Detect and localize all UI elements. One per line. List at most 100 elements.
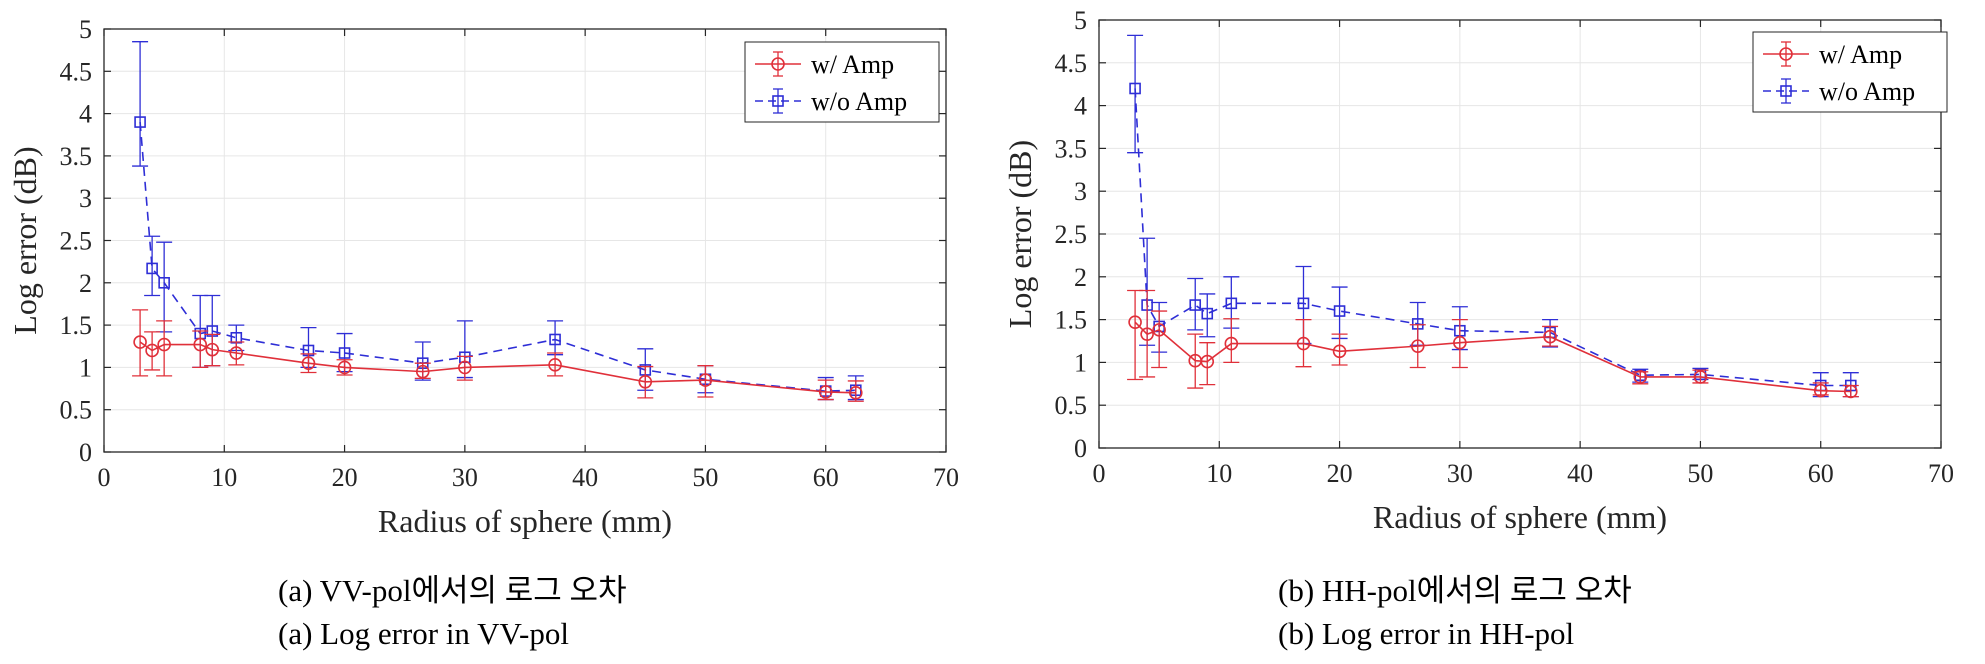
y-tick-label: 2 bbox=[1074, 263, 1087, 292]
data-point bbox=[158, 276, 170, 289]
legend-box bbox=[744, 41, 940, 123]
y-tick-label: 0.5 bbox=[60, 396, 93, 425]
x-axis-title: Radius of sphere (mm) bbox=[1373, 499, 1667, 535]
x-tick-label: 0 bbox=[1093, 459, 1106, 488]
series-line bbox=[139, 121, 856, 392]
legend: w/ Amp w/o Amp bbox=[1752, 31, 1948, 113]
legend: w/ Amp w/o Amp bbox=[744, 41, 940, 123]
data-point bbox=[1140, 327, 1154, 341]
x-axis-title: Radius of sphere (mm) bbox=[378, 503, 672, 539]
data-point bbox=[1297, 297, 1310, 310]
x-tick-label: 50 bbox=[692, 463, 718, 492]
y-tick-label: 0.5 bbox=[1055, 391, 1088, 420]
caption-english-vv: (a) Log error in VV-pol bbox=[278, 616, 569, 651]
x-tick-label: 40 bbox=[572, 463, 598, 492]
x-tick-label: 20 bbox=[332, 463, 358, 492]
data-point bbox=[1128, 315, 1142, 329]
data-point bbox=[1332, 344, 1347, 359]
x-tick-label: 30 bbox=[1447, 459, 1473, 488]
y-tick-label: 0 bbox=[79, 438, 92, 467]
y-tick-label: 3.5 bbox=[60, 142, 93, 171]
legend-marker bbox=[1780, 85, 1792, 97]
data-point bbox=[548, 358, 562, 372]
x-tick-label: 50 bbox=[1687, 459, 1713, 488]
data-point bbox=[133, 335, 147, 349]
caption-korean-hh: (b) HH-pol에서의 로그 오차 bbox=[1278, 573, 1632, 608]
legend-marker bbox=[1779, 47, 1793, 61]
data-point bbox=[1333, 305, 1346, 317]
data-point bbox=[818, 385, 833, 399]
data-point bbox=[638, 374, 653, 389]
data-point bbox=[1200, 354, 1215, 369]
y-tick-label: 3 bbox=[1074, 177, 1087, 206]
data-point bbox=[193, 337, 208, 352]
data-point bbox=[134, 116, 146, 128]
data-point bbox=[1633, 370, 1648, 384]
caption-korean-vv: (a) VV-pol에서의 로그 오차 bbox=[278, 573, 627, 608]
y-axis-title: Log error (dB) bbox=[1002, 140, 1038, 328]
series-w-amp bbox=[1127, 289, 1859, 399]
data-point bbox=[301, 356, 316, 370]
x-tick-label: 70 bbox=[933, 463, 959, 492]
y-tick-label: 3 bbox=[79, 184, 92, 213]
y-axis-title: Log error (dB) bbox=[7, 146, 43, 334]
y-tick-label: 0 bbox=[1074, 434, 1087, 463]
data-point bbox=[458, 360, 472, 375]
data-point bbox=[1189, 299, 1202, 311]
legend-marker bbox=[771, 57, 785, 71]
series-w-amp bbox=[132, 309, 864, 402]
x-tick-label: 20 bbox=[1327, 459, 1353, 488]
chart-panel-vv: 0 10 20 30 40 50 60 70 0 0.5 1 1.5 2 2.5 3 3.5 4 4.5 5 Radi… bbox=[0, 0, 990, 560]
data-point bbox=[1693, 370, 1708, 384]
y-tick-label: 5 bbox=[1074, 6, 1087, 35]
series-line bbox=[1134, 321, 1851, 393]
y-tick-label: 4 bbox=[79, 100, 92, 129]
x-tick-label: 0 bbox=[98, 463, 111, 492]
y-tick-label: 1 bbox=[1074, 348, 1087, 377]
data-point bbox=[848, 385, 863, 400]
chart-hh-pol: 0 10 20 30 40 50 60 70 0 0.5 1 1.5 2 2.5 3 3.5 4 4.5 5 Radi… bbox=[1002, 6, 1954, 535]
y-tick-label: 2.5 bbox=[60, 227, 93, 256]
data-point bbox=[1410, 339, 1425, 353]
data-point bbox=[157, 337, 171, 352]
data-point bbox=[205, 342, 220, 357]
data-point bbox=[1224, 336, 1239, 351]
data-point bbox=[338, 347, 351, 359]
legend-label: w/ Amp bbox=[1819, 40, 1902, 69]
data-point bbox=[146, 262, 158, 275]
y-tick-label: 1 bbox=[79, 353, 92, 382]
y-tick-label: 1.5 bbox=[1055, 306, 1088, 335]
y-tick-label: 3.5 bbox=[1055, 134, 1088, 163]
data-point bbox=[1296, 336, 1311, 351]
legend-label: w/ Amp bbox=[811, 50, 894, 79]
y-tick-label: 5 bbox=[79, 15, 92, 44]
y-tick-label: 2.5 bbox=[1055, 220, 1088, 249]
series-line bbox=[1134, 88, 1851, 387]
data-point bbox=[698, 373, 713, 387]
y-tick-label: 1.5 bbox=[60, 311, 93, 340]
x-tick-label: 10 bbox=[1206, 459, 1232, 488]
data-point bbox=[549, 333, 561, 346]
data-point bbox=[415, 364, 430, 379]
data-point bbox=[1201, 307, 1214, 320]
caption-english-hh: (b) Log error in HH-pol bbox=[1278, 616, 1575, 651]
data-point bbox=[1225, 297, 1238, 310]
x-tick-label: 60 bbox=[1808, 459, 1834, 488]
data-point bbox=[337, 360, 352, 375]
data-point bbox=[1813, 383, 1828, 398]
data-point bbox=[1543, 329, 1557, 344]
y-tick-label: 2 bbox=[79, 269, 92, 298]
legend-label: w/o Amp bbox=[1819, 77, 1915, 106]
data-point bbox=[229, 346, 244, 360]
chart-panel-hh: 0 10 20 30 40 50 60 70 0 0.5 1 1.5 2 2.5 3 3.5 4 4.5 5 Radi… bbox=[992, 0, 1985, 560]
x-tick-label: 60 bbox=[813, 463, 839, 492]
data-point bbox=[1453, 335, 1467, 350]
data-point bbox=[1152, 323, 1166, 337]
legend-marker bbox=[772, 95, 784, 107]
data-point bbox=[1129, 82, 1141, 95]
x-tick-label: 10 bbox=[211, 463, 237, 492]
x-tick-label: 40 bbox=[1567, 459, 1593, 488]
x-tick-label: 70 bbox=[1928, 459, 1954, 488]
y-tick-label: 4.5 bbox=[1055, 49, 1088, 78]
y-tick-label: 4.5 bbox=[60, 57, 93, 86]
